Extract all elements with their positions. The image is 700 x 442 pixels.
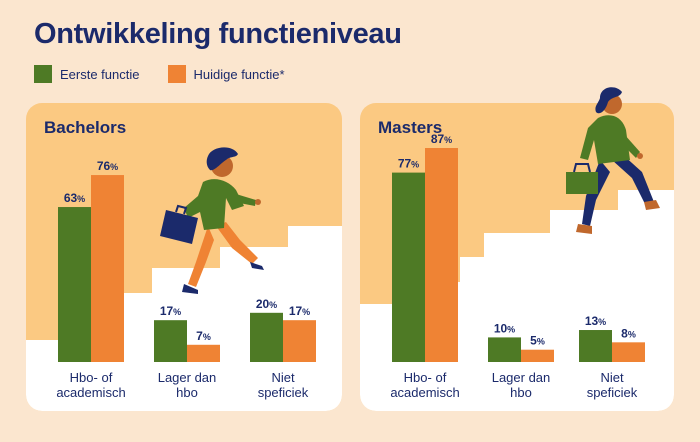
bar-huidige-2 <box>283 320 316 362</box>
data-label-eerste-0: 63% <box>64 191 85 205</box>
category-label-1: Lager dan <box>158 370 217 385</box>
category-label-1: Lager dan <box>492 370 551 385</box>
data-label-huidige-0: 87% <box>431 132 452 146</box>
bar-eerste-1 <box>154 320 187 362</box>
bar-huidige-0 <box>91 175 124 362</box>
bar-huidige-1 <box>187 344 220 362</box>
data-label-eerste-1: 10% <box>494 321 515 335</box>
page-title: Ontwikkeling functieniveau <box>34 18 402 50</box>
bar-eerste-1 <box>488 337 521 362</box>
person-illustration-bachelors <box>160 147 264 294</box>
category-label-0: Hbo- of <box>404 370 447 385</box>
category-label-2: Niet <box>600 370 624 385</box>
data-label-huidige-1: 7% <box>196 329 211 343</box>
panel-title-masters: Masters <box>378 118 442 137</box>
data-label-eerste-2: 13% <box>585 314 606 328</box>
legend-label-huidige: Huidige functie* <box>193 66 285 82</box>
bar-eerste-2 <box>250 312 283 362</box>
bar-huidige-0 <box>425 148 458 362</box>
legend-swatch-eerste <box>34 65 52 83</box>
category-label-1: hbo <box>510 385 532 400</box>
legend-swatch-huidige <box>167 65 186 83</box>
category-label-0: Hbo- of <box>70 370 113 385</box>
bar-eerste-2 <box>579 330 612 362</box>
data-label-huidige-2: 8% <box>621 326 636 340</box>
category-label-0: academisch <box>390 385 459 400</box>
bar-eerste-0 <box>392 172 425 362</box>
bar-huidige-2 <box>612 342 645 362</box>
panel-title-bachelors: Bachelors <box>44 118 126 137</box>
data-label-huidige-1: 5% <box>530 334 545 348</box>
person-illustration-masters <box>566 87 660 234</box>
stairs-bachelors <box>26 226 342 411</box>
legend: Eerste functie Huidige functie* <box>34 65 305 83</box>
panel-bachelors: Bachelors 63% 17% 20% 76% 7% 17% Hbo- ofacadem… <box>26 103 342 411</box>
bar-huidige-1 <box>521 349 554 362</box>
category-label-1: hbo <box>176 385 198 400</box>
legend-label-eerste: Eerste functie <box>60 66 140 82</box>
category-label-2: speficiek <box>587 385 638 400</box>
data-label-eerste-0: 77% <box>398 157 419 171</box>
bar-eerste-0 <box>58 207 91 362</box>
data-label-eerste-2: 20% <box>256 297 277 311</box>
data-label-huidige-0: 76% <box>97 159 118 173</box>
panel-masters: Masters 77% 10% 13% 87% 5% 8% Hbo- ofacademisc… <box>360 87 674 411</box>
data-label-eerste-1: 17% <box>160 304 181 318</box>
category-label-0: academisch <box>56 385 125 400</box>
category-label-2: Niet <box>271 370 295 385</box>
category-label-2: speficiek <box>258 385 309 400</box>
data-label-huidige-2: 17% <box>289 304 310 318</box>
